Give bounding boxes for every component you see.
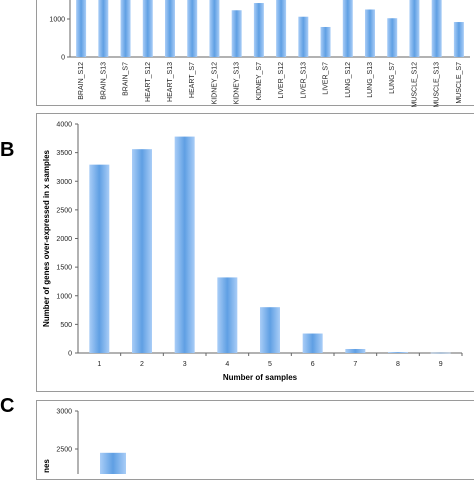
b-bar bbox=[260, 307, 280, 353]
a-x-tick-label: MUSCLE_S12 bbox=[411, 62, 418, 108]
a-x-tick-label: BRAIN_S13 bbox=[100, 62, 107, 100]
a-bar bbox=[409, 0, 420, 57]
a-bar bbox=[431, 0, 442, 57]
chart-a: 0 1000 BRAIN_S12 BRAIN_S13 BRAIN_S7 HEART_S12… bbox=[49, 0, 470, 108]
b-x-tick-label: 1 bbox=[97, 361, 101, 368]
a-bar bbox=[142, 0, 153, 57]
a-bar bbox=[453, 22, 464, 57]
b-x-tick-label: 5 bbox=[268, 361, 272, 368]
a-x-tick-label: LIVER_S7 bbox=[323, 62, 330, 95]
a-bar bbox=[387, 18, 398, 58]
a-x-tick-label: LUNG_S12 bbox=[345, 62, 352, 98]
b-x-axis-title: Number of samples bbox=[223, 373, 298, 382]
a-x-tick-label: BRAIN_S12 bbox=[78, 62, 85, 100]
b-y-tick-label: 3500 bbox=[56, 150, 72, 157]
b-y-tick-label: 2500 bbox=[56, 207, 72, 214]
b-y-tick-label: 500 bbox=[60, 322, 72, 329]
a-x-tick-label: MUSCLE_S7 bbox=[456, 62, 463, 104]
a-x-tick-label: LUNG_S7 bbox=[389, 62, 396, 94]
b-x-tick-label: 8 bbox=[396, 361, 400, 368]
b-bar bbox=[132, 149, 152, 353]
b-x-tick-label: 3 bbox=[183, 361, 187, 368]
b-y-tick-label: 2000 bbox=[56, 236, 72, 243]
b-x-tick-label: 7 bbox=[353, 361, 357, 368]
a-x-tick-label: LIVER_S13 bbox=[300, 62, 307, 99]
a-bar bbox=[365, 9, 375, 57]
a-x-tick-label: MUSCLE_S13 bbox=[434, 62, 441, 108]
panel-letter-b: B bbox=[0, 139, 15, 161]
b-bar bbox=[430, 352, 451, 354]
a-bar bbox=[342, 0, 353, 57]
b-bar bbox=[217, 277, 238, 353]
b-y-tick-label: 0 bbox=[68, 351, 72, 358]
a-bar bbox=[253, 3, 264, 57]
a-bar bbox=[187, 0, 198, 57]
b-bar bbox=[388, 352, 408, 353]
a-x-tick-label: KIDNEY_S7 bbox=[256, 62, 263, 101]
b-y-tick-label: 1500 bbox=[56, 265, 72, 272]
c-y-tick-label: 3000 bbox=[56, 409, 72, 416]
b-x-tick-label: 4 bbox=[225, 361, 229, 368]
b-x-tick-label: 2 bbox=[140, 361, 144, 368]
b-x-tick-label: 9 bbox=[439, 361, 443, 368]
a-bar bbox=[76, 0, 87, 57]
a-x-tick-label: KIDNEY_S13 bbox=[234, 62, 241, 105]
a-x-tick-label: HEART_S13 bbox=[167, 62, 174, 102]
b-y-tick-label: 4000 bbox=[56, 122, 72, 129]
a-bar bbox=[209, 0, 220, 57]
a-bar bbox=[320, 26, 331, 57]
a-y-tick-label: 0 bbox=[61, 55, 65, 62]
chart-b: 0 500 1000 1500 2000 2500 3000 3500 4000 1 2 3 4 5 6 7 8… bbox=[42, 122, 463, 382]
chart-c: 2500 3000 nes bbox=[42, 409, 126, 474]
b-bar bbox=[174, 136, 195, 353]
b-y-tick-label: 1000 bbox=[56, 293, 72, 300]
panel-letter-c: C bbox=[0, 395, 15, 417]
a-x-tick-label: LUNG_S13 bbox=[367, 62, 374, 98]
a-x-tick-label: KIDNEY_S12 bbox=[211, 62, 218, 105]
a-bar bbox=[298, 16, 309, 57]
a-x-tick-label: HEART_S7 bbox=[189, 62, 196, 98]
a-bar bbox=[231, 10, 242, 57]
b-bar bbox=[89, 164, 110, 353]
b-x-tick-label: 6 bbox=[311, 361, 315, 368]
a-x-tick-label: LIVER_S12 bbox=[278, 62, 285, 99]
c-y-axis-title-fragment: nes bbox=[42, 459, 51, 473]
c-y-tick-label: 2500 bbox=[56, 447, 72, 454]
b-bar bbox=[345, 348, 366, 353]
b-y-axis-title: Number of genes over-expressed in x samp… bbox=[42, 149, 51, 327]
a-bar bbox=[276, 0, 287, 57]
b-y-tick-label: 3000 bbox=[56, 179, 72, 186]
a-bar bbox=[120, 0, 131, 57]
c-bar bbox=[100, 452, 126, 474]
a-bar bbox=[98, 0, 109, 57]
a-y-tick-label: 1000 bbox=[49, 17, 65, 24]
a-x-tick-label: BRAIN_S7 bbox=[123, 62, 130, 96]
a-x-tick-label: HEART_S12 bbox=[145, 62, 152, 102]
b-bar bbox=[302, 333, 323, 353]
a-bar bbox=[165, 0, 175, 57]
